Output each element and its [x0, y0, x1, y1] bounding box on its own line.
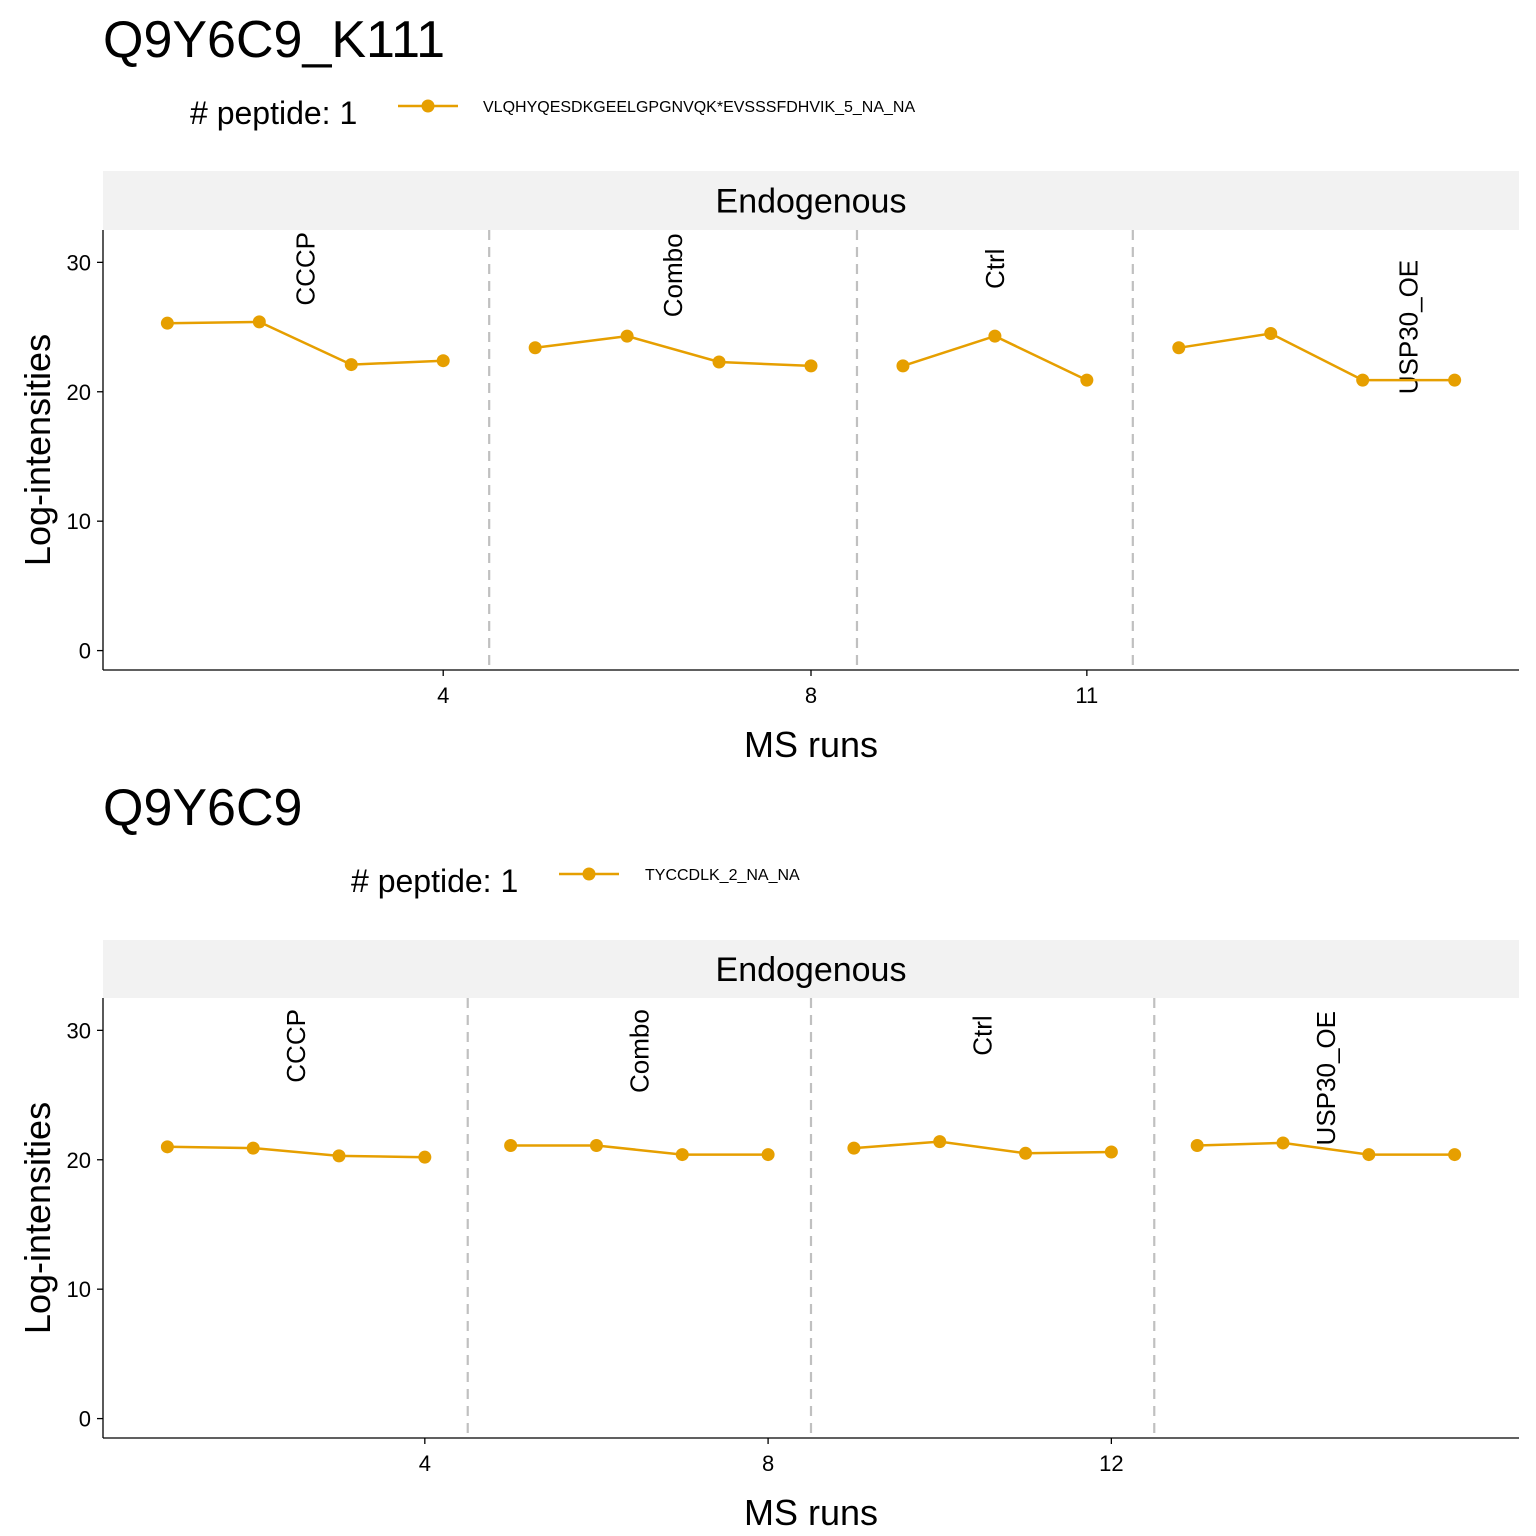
data-point — [1019, 1146, 1033, 1160]
y-axis-title: Log-intensities — [17, 1102, 58, 1334]
x-tick-label: 11 — [1075, 683, 1098, 708]
facet-strip-label: Endogenous — [716, 183, 907, 221]
chart-1: Q9Y6C9_K111 # peptide: 1 VLQHYQESDKGEELGPG… — [17, 11, 1519, 765]
y-tick-label: 10 — [67, 509, 91, 534]
facet-strip — [103, 940, 1519, 998]
x-tick-label: 4 — [419, 1451, 431, 1476]
group-label-cccp: CCCP — [290, 232, 320, 306]
chart-title: Q9Y6C9_K111 — [103, 11, 445, 69]
y-tick-label: 30 — [67, 250, 91, 275]
group-label-combo: Combo — [658, 233, 688, 317]
legend-title: # peptide: 1 — [190, 95, 357, 131]
data-point — [1080, 373, 1094, 387]
group-label-usp30_oe: USP30_OE — [1311, 1011, 1341, 1145]
data-point — [436, 354, 450, 368]
plot-panel — [103, 230, 1519, 670]
data-point — [1190, 1139, 1204, 1153]
x-tick-label: 8 — [762, 1451, 774, 1476]
group-label-usp30_oe: USP30_OE — [1394, 260, 1424, 394]
legend-point-key — [582, 867, 596, 881]
y-axis-title: Log-intensities — [17, 334, 58, 566]
data-point — [1448, 1148, 1462, 1162]
data-point — [1362, 1148, 1376, 1162]
data-point — [620, 329, 634, 343]
series-line-segment — [167, 1145, 425, 1159]
legend-series-label: VLQHYQESDKGEELGPGNVQK*EVSSSFDHVIK_5_NA_N… — [483, 99, 915, 116]
legend: # peptide: 1 TYCCDLK_2_NA_NA — [351, 863, 800, 899]
y-tick-label: 30 — [67, 1018, 91, 1043]
y-tick-label: 0 — [79, 639, 91, 664]
data-point — [1264, 327, 1278, 341]
data-point — [1172, 341, 1186, 355]
data-point — [246, 1141, 260, 1155]
chart-title: Q9Y6C9 — [103, 779, 302, 837]
data-point — [1276, 1136, 1290, 1150]
data-point — [418, 1150, 432, 1164]
data-point — [712, 355, 726, 369]
series-line-segment — [1178, 332, 1455, 382]
x-axis-title: MS runs — [744, 1492, 878, 1533]
group-label-combo: Combo — [624, 1009, 654, 1093]
data-point — [761, 1148, 775, 1162]
legend: # peptide: 1 VLQHYQESDKGEELGPGNVQK*EVSSSF… — [190, 95, 915, 131]
legend-series-label: TYCCDLK_2_NA_NA — [645, 867, 800, 884]
x-tick-label: 8 — [805, 683, 817, 708]
data-point — [1104, 1145, 1118, 1159]
data-point — [589, 1139, 603, 1153]
legend-point-key — [421, 99, 435, 113]
data-point — [896, 359, 910, 373]
data-point — [332, 1149, 346, 1163]
data-point — [1448, 373, 1462, 387]
series-line-segment — [1197, 1141, 1455, 1156]
y-tick-label: 0 — [79, 1407, 91, 1432]
data-point — [675, 1148, 689, 1162]
y-tick-label: 20 — [67, 380, 91, 405]
chart-2: Q9Y6C9 # peptide: 1 TYCCDLK_2_NA_NA Endogen… — [17, 779, 1519, 1533]
legend-title: # peptide: 1 — [351, 863, 518, 899]
x-tick-label: 4 — [437, 683, 449, 708]
facet-strip — [103, 171, 1519, 230]
group-label-ctrl: Ctrl — [980, 249, 1010, 289]
data-point — [847, 1141, 861, 1155]
x-axis-title: MS runs — [744, 724, 878, 765]
data-point — [804, 359, 818, 373]
y-tick-label: 10 — [67, 1277, 91, 1302]
data-point — [1356, 373, 1370, 387]
data-point — [252, 315, 266, 329]
data-point — [344, 358, 358, 372]
data-point — [988, 329, 1002, 343]
group-label-cccp: CCCP — [281, 1009, 311, 1083]
x-tick-label: 12 — [1099, 1451, 1123, 1476]
data-point — [504, 1139, 518, 1153]
series-line-segment — [510, 1144, 769, 1156]
series-line-segment — [853, 1140, 1112, 1155]
series-line-segment — [167, 320, 444, 366]
facet-strip-label: Endogenous — [716, 951, 907, 989]
y-tick-label: 20 — [67, 1148, 91, 1173]
data-point — [160, 1140, 174, 1154]
data-point — [933, 1135, 947, 1149]
series-line-segment — [535, 334, 812, 368]
data-point — [160, 316, 174, 330]
data-point — [528, 341, 542, 355]
group-label-ctrl: Ctrl — [968, 1015, 998, 1055]
